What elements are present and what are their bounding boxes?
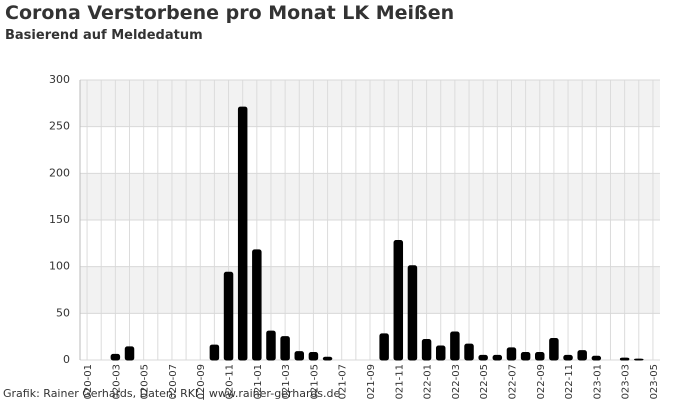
x-tick-label: 2023-05: [649, 364, 660, 400]
chart-subtitle: Basierend auf Meldedatum: [5, 28, 203, 43]
bar: [252, 249, 262, 361]
bar: [619, 357, 630, 361]
bar: [209, 344, 220, 361]
bar: [535, 352, 545, 361]
y-tick-label: 100: [49, 260, 70, 273]
y-tick-label: 50: [56, 306, 70, 319]
x-tick-label: 2022-11: [564, 364, 575, 400]
x-tick-label: 2022-09: [536, 364, 547, 400]
bar: [393, 240, 404, 361]
x-tick-label: 2021-07: [338, 364, 349, 400]
x-tick-label: 2021-01: [253, 364, 264, 400]
bar: [520, 352, 531, 361]
x-tick-label: 2023-03: [621, 364, 632, 400]
x-tick-label: 2021-03: [281, 364, 292, 400]
x-tick-label: 2021-05: [309, 364, 320, 400]
x-tick-label: 2022-03: [451, 364, 462, 400]
bar: [124, 346, 135, 361]
bar: [280, 336, 290, 361]
x-tick-label: 2021-09: [366, 364, 377, 400]
chart-title: Corona Verstorbene pro Monat LK Meißen: [5, 2, 454, 24]
bar: [435, 345, 446, 361]
bar: [266, 330, 276, 361]
bar: [110, 353, 121, 361]
x-tick-label: 2021-11: [394, 364, 405, 400]
bar: [407, 265, 418, 361]
bar: [506, 347, 517, 361]
bar: [634, 358, 644, 361]
bar: [591, 355, 602, 361]
y-tick-label: 300: [49, 73, 70, 86]
bar: [478, 354, 488, 361]
x-tick-label: 2020-05: [140, 364, 151, 400]
x-tick-label: 2023-01: [592, 364, 603, 400]
bar: [492, 354, 503, 361]
bar: [577, 350, 587, 361]
y-tick-label: 0: [63, 353, 70, 366]
bar: [450, 331, 460, 361]
x-tick-label: 2022-07: [507, 364, 518, 400]
footer: Grafik: Rainer Gerhards, Daten: RKI | ww…: [3, 387, 341, 400]
y-tick-label: 250: [49, 120, 70, 133]
y-tick-label: 200: [49, 166, 70, 179]
x-tick-label: 2020-01: [83, 364, 94, 400]
bar: [294, 351, 305, 361]
x-tick-label: 2020-03: [111, 364, 122, 400]
x-tick-label: 2022-01: [423, 364, 434, 400]
x-tick-label: 2020-11: [225, 364, 236, 400]
x-tick-label: 2020-07: [168, 364, 179, 400]
bar: [421, 338, 432, 361]
x-tick-label: 2022-05: [479, 364, 490, 400]
bar: [223, 271, 234, 361]
x-tick-label: 2020-09: [196, 364, 207, 400]
bar: [308, 352, 319, 361]
bar: [322, 356, 333, 361]
bar: [379, 333, 389, 361]
bar: [563, 354, 573, 361]
bar: [237, 106, 248, 361]
bar: [464, 343, 474, 361]
bar: [549, 338, 559, 361]
y-tick-label: 150: [49, 213, 70, 226]
